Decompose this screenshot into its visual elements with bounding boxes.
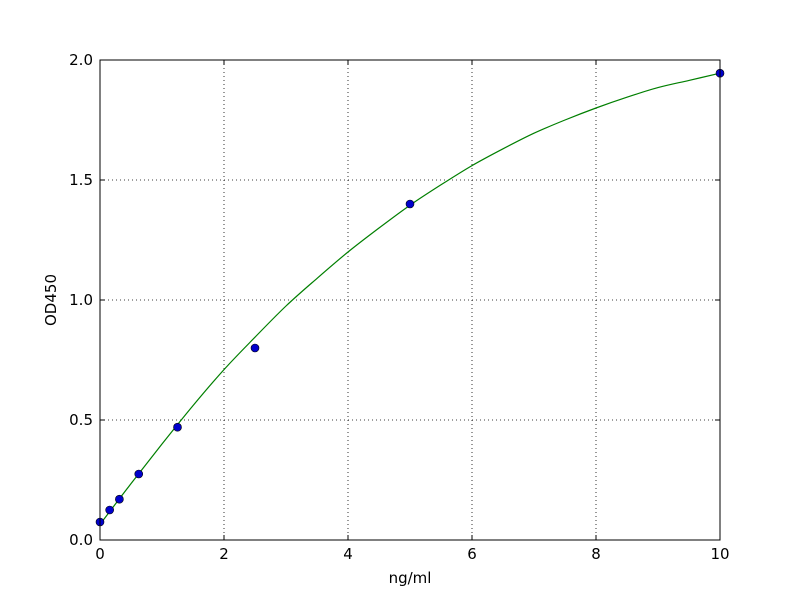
tick-labels: 0 2 4 6 8 10 0.0 0.5 1.0 1.5 2.0: [69, 51, 729, 563]
x-tick-label: 8: [591, 545, 601, 563]
data-point: [173, 422, 182, 432]
y-tick-label: 0.5: [69, 411, 93, 429]
data-point: [134, 469, 144, 479]
data-point: [105, 505, 114, 515]
data-point: [250, 343, 260, 353]
y-tick-label: 1.0: [69, 291, 93, 309]
data-points-layer: [95, 68, 725, 527]
grid: [100, 60, 720, 540]
x-tick-label: 4: [343, 545, 353, 563]
y-axis-label: OD450: [42, 274, 60, 326]
y-tick-label: 1.5: [69, 171, 93, 189]
axis-ticks: [99, 59, 721, 541]
y-tick-label: 2.0: [69, 51, 93, 69]
x-tick-label: 0: [95, 545, 105, 563]
x-axis-label: ng/ml: [389, 569, 432, 587]
x-tick-label: 2: [219, 545, 229, 563]
x-tick-label: 6: [467, 545, 477, 563]
data-point: [405, 199, 415, 209]
x-tick-label: 10: [710, 545, 729, 563]
y-tick-label: 0.0: [69, 531, 93, 549]
data-point: [115, 494, 124, 504]
